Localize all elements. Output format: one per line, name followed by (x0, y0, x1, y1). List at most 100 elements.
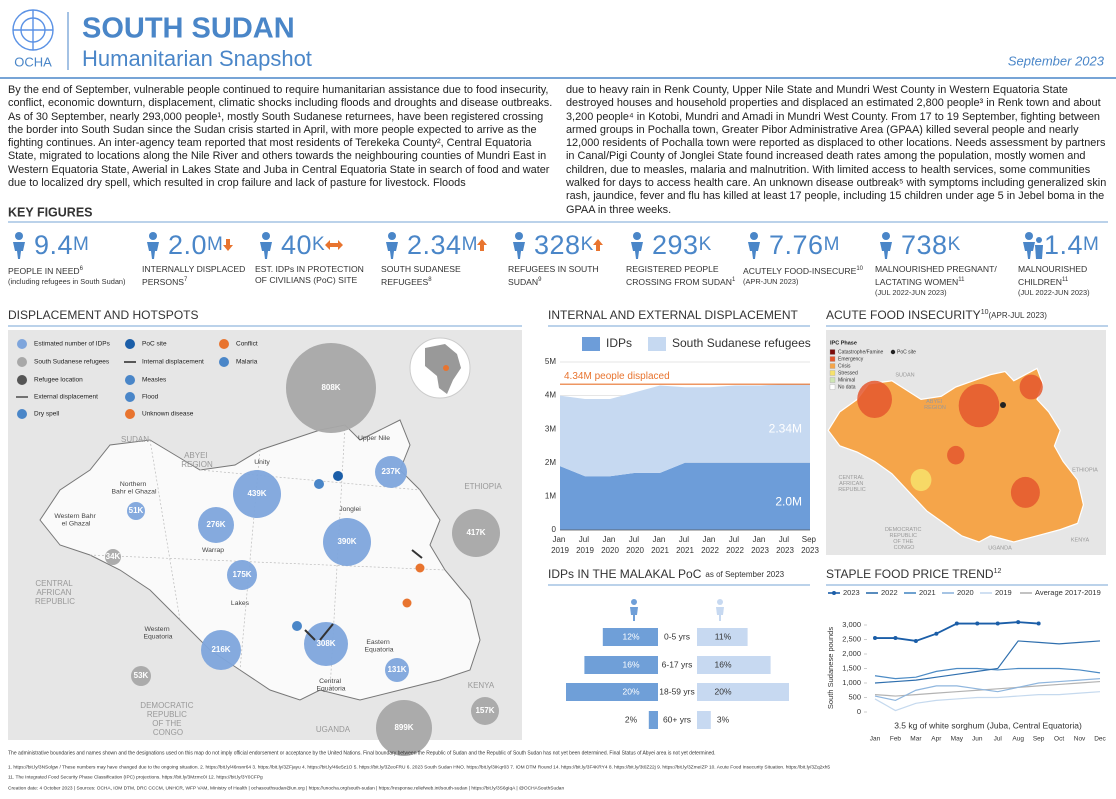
key-figure: 2.0 M INTERNALLY DISPLACED PERSONS7 (142, 228, 250, 288)
intro-right: due to heavy rain in Renk County, Upper … (566, 84, 1107, 216)
x-tick-label: Jan 2021 (651, 535, 669, 555)
ipc-patch (958, 383, 1000, 428)
key-figure: 738 K MALNOURISHED PREGNANT/ LACTATING WOM… (875, 228, 1015, 298)
key-figure-row: 738 K (875, 228, 1015, 262)
label-note: 1 (732, 277, 736, 283)
y-tick-label: 3,000 (842, 620, 861, 629)
figure-label: ACUTELY FOOD-INSECURE10 (743, 264, 871, 277)
label-text: MALNOURISHED PREGNANT/ LACTATING WOMEN (875, 264, 997, 287)
legend-label: PoC site (142, 341, 167, 348)
legend-label: Measles (142, 377, 167, 384)
marker (1036, 621, 1041, 626)
subtitle: as of September 2023 (705, 570, 784, 579)
legend-label: Estimated number of IDPs (34, 341, 111, 348)
label-note: 11 (958, 277, 965, 283)
bubble-label: 53K (134, 671, 149, 680)
annotation-label: 4.34M people displaced (564, 371, 670, 382)
trend-arrow (324, 240, 343, 250)
trend-arrow (477, 239, 488, 251)
figure-number: 9.4 (34, 229, 74, 260)
place-label: Western Bahr el Ghazal (54, 513, 97, 528)
bar-left (602, 628, 658, 646)
x-tick-label: Jan 2023 (751, 535, 769, 555)
legend-swatch (648, 337, 666, 351)
x-tick-label: Jul (994, 736, 1003, 743)
y-tick-label: 2,000 (842, 649, 861, 658)
text-line: ABYEI (184, 451, 210, 460)
age-label: 6-17 yrs (662, 659, 693, 669)
place-label: DEMOCRATIC REPUBLIC OF THE CONGO (140, 701, 195, 737)
text-line: REPUBLIC (147, 710, 189, 719)
ipc-patch (857, 380, 892, 418)
bubble-label: 390K (337, 537, 356, 546)
bubble-label: 175K (232, 570, 251, 579)
icon (1023, 232, 1043, 259)
legend-label: 2019 (995, 588, 1012, 597)
figure-unit: K (312, 234, 325, 255)
event-icon (292, 621, 302, 631)
x-tick-label: Jun (972, 736, 983, 743)
figure-label: MALNOURISHED PREGNANT/ LACTATING WOMEN11 (875, 264, 1015, 288)
x-tick-label: Jan (870, 736, 881, 743)
legend-swatch (829, 349, 836, 355)
legend-symbol (219, 357, 229, 367)
area (560, 462, 810, 530)
bar-right (697, 711, 711, 729)
legend-label: 2021 (919, 588, 936, 597)
un-emblem (12, 9, 54, 51)
text-line: CENTRAL (839, 475, 866, 481)
displacement-arrow (319, 623, 334, 641)
bar-left (566, 683, 658, 701)
bubble-label: 308K (316, 639, 335, 648)
icon (880, 232, 892, 259)
key-figure: 328 K REFUGEES IN SOUTH SUDAN9 (508, 228, 620, 288)
key-figure: 40 K EST. IDPs IN PROTECTION OF CIVILIANS … (255, 228, 377, 286)
figure-number: 40 (281, 229, 313, 260)
legend-poc (890, 349, 896, 355)
legend-title: IPC Phase (830, 340, 857, 346)
figure-number: 293 (652, 229, 699, 260)
text-line: 2023 (751, 546, 769, 555)
legend-label: PoC site (897, 349, 916, 355)
legend-label: South Sudanese refugees (672, 336, 811, 350)
locator-africa (425, 344, 461, 394)
ipc-patch (1010, 476, 1040, 508)
x-tick-label: Sep 2023 (801, 535, 819, 555)
section-title: DISPLACEMENT AND HOTSPOTS (8, 308, 198, 322)
figure-sublabel: (APR-JUN 2023) (743, 276, 799, 286)
section-title: ACUTE FOOD INSECURITY10(APR-JUL 2023) (826, 308, 1047, 322)
label-note: 11 (1061, 277, 1069, 283)
figure-number: 738 (901, 229, 948, 260)
label-text: EST. IDPs IN PROTECTION OF CIVILIANS (Po… (255, 264, 364, 285)
legend-label: Unknown disease (142, 411, 194, 418)
place-label: KENYA (468, 681, 495, 690)
text-line: Jan (702, 535, 717, 544)
legend-label: Crisis (838, 363, 851, 369)
section-title: STAPLE FOOD PRICE TREND12 (826, 567, 1001, 581)
x-tick-label: Nov (1074, 736, 1086, 743)
text-line: Eastern (366, 639, 391, 646)
x-tick-label: Sep (1033, 736, 1045, 743)
key-figure-row: 328 K (508, 228, 620, 262)
text-line: REPUBLIC (35, 597, 75, 606)
bubble-label: 51K (129, 506, 144, 515)
label-note: 7 (184, 277, 188, 283)
figure-unit: M (823, 234, 840, 255)
figure-sublabel: (JUL 2022-JUN 2023) (875, 287, 947, 297)
text-line: Jul (579, 535, 591, 544)
place-label: ABYEI REGION (924, 399, 946, 411)
text-line: 2021 (651, 546, 669, 555)
line (874, 678, 1101, 702)
text-line: Equatoria (364, 646, 393, 653)
bar-right (697, 628, 748, 646)
x-tick-label: Mar (910, 736, 922, 743)
figure-unit: K (698, 234, 712, 255)
icon (748, 232, 760, 259)
key-figure-row: 9.4 M (8, 228, 138, 262)
legend-label: Refugee location (34, 377, 83, 384)
text-line: OF THE (893, 539, 915, 545)
place-label: Western Equatoria (143, 626, 172, 641)
bubble (233, 470, 281, 518)
icon (513, 232, 525, 259)
